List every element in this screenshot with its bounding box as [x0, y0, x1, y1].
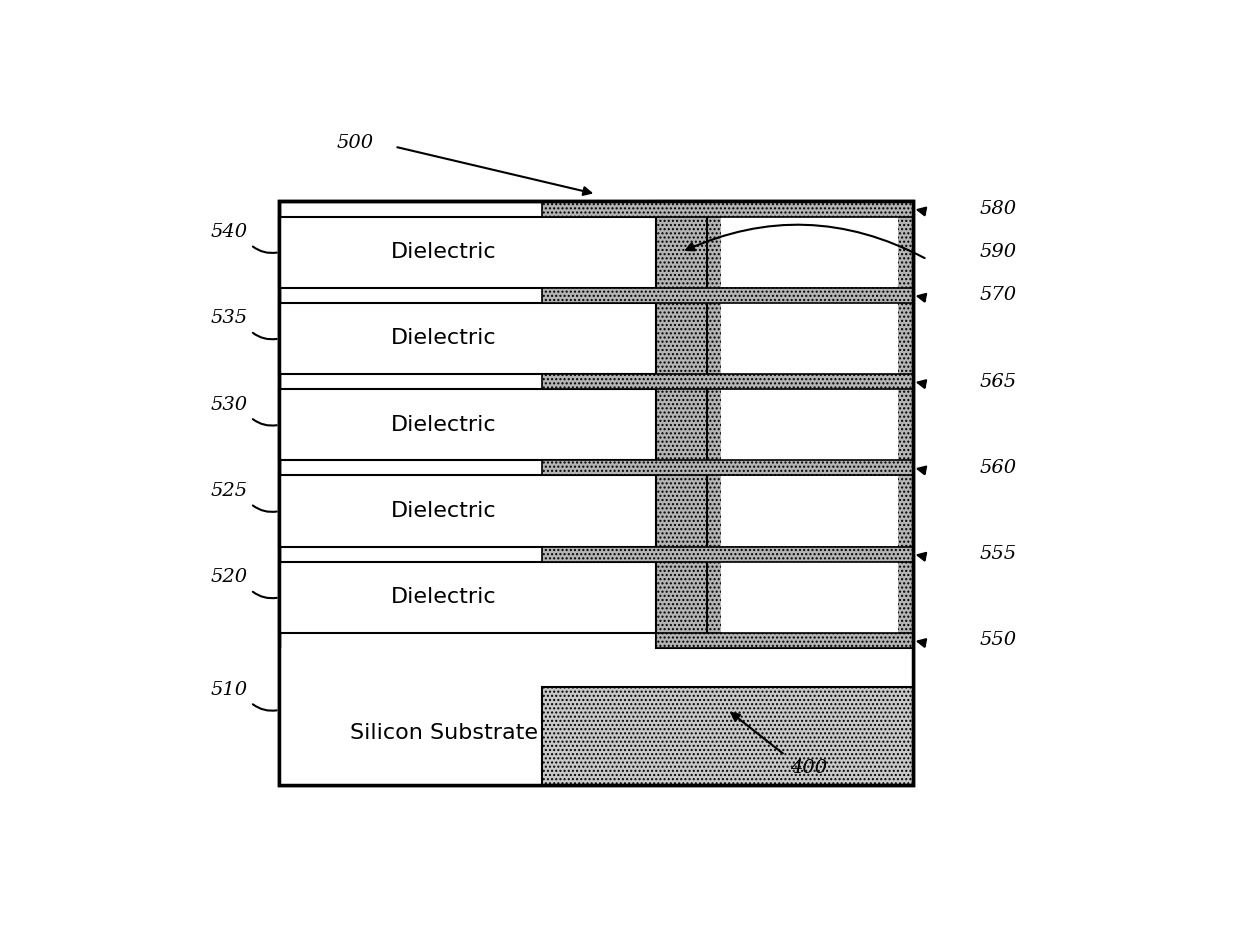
Bar	[722, 303, 899, 374]
Text: 540: 540	[210, 223, 248, 241]
Bar	[542, 686, 912, 785]
Text: 535: 535	[210, 309, 248, 327]
Bar	[280, 562, 912, 633]
Bar	[707, 201, 912, 648]
Text: Dielectric: Dielectric	[391, 414, 496, 435]
Bar	[280, 216, 912, 287]
Text: 560: 560	[980, 459, 1016, 477]
Text: Dielectric: Dielectric	[391, 242, 496, 262]
Text: 500: 500	[337, 134, 374, 152]
Text: 565: 565	[980, 373, 1016, 391]
Text: 550: 550	[980, 631, 1016, 649]
Bar	[542, 374, 912, 390]
Text: 530: 530	[210, 395, 248, 413]
Bar	[722, 390, 899, 460]
Text: 400: 400	[790, 758, 827, 776]
Text: Silicon Substrate: Silicon Substrate	[350, 723, 539, 743]
Bar	[656, 633, 912, 648]
Bar	[280, 476, 912, 547]
Text: 520: 520	[210, 569, 248, 587]
Text: 510: 510	[210, 681, 248, 699]
Text: 555: 555	[980, 545, 1016, 563]
Bar	[722, 217, 899, 287]
Bar	[280, 302, 912, 374]
Bar	[656, 201, 707, 648]
Bar	[280, 390, 912, 461]
Text: Dielectric: Dielectric	[391, 588, 496, 608]
Text: 580: 580	[980, 200, 1016, 218]
Text: 570: 570	[980, 286, 1016, 304]
Bar	[722, 476, 899, 546]
Bar	[280, 201, 912, 785]
Bar	[542, 547, 912, 562]
Text: 590: 590	[980, 243, 1016, 261]
Bar	[542, 461, 912, 476]
Bar	[722, 562, 899, 632]
Text: Dielectric: Dielectric	[391, 328, 496, 349]
Bar	[280, 648, 912, 785]
Text: 525: 525	[210, 483, 248, 501]
Bar	[542, 201, 912, 216]
Bar	[280, 201, 912, 785]
Bar	[542, 287, 912, 302]
Text: Dielectric: Dielectric	[391, 501, 496, 521]
